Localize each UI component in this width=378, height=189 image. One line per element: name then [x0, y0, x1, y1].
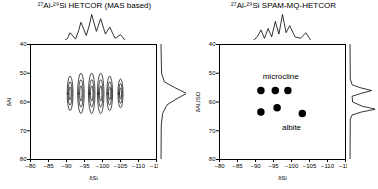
html-text:²⁷Al-²⁹Si HETCOR (MAS based): ²⁷Al-²⁹Si HETCOR (MAS based)	[37, 1, 152, 10]
svg-text:−80: −80	[25, 163, 36, 169]
svg-text:−80: −80	[214, 163, 225, 169]
svg-text:−100: −100	[285, 163, 299, 169]
svg-text:40: 40	[20, 41, 27, 47]
svg-text:−115: −115	[339, 162, 352, 169]
svg-text:50: 50	[209, 70, 216, 76]
svg-text:80: 80	[209, 156, 216, 162]
svg-text:70: 70	[209, 128, 216, 134]
svg-text:80: 80	[20, 156, 27, 162]
svg-text:microcline: microcline	[263, 72, 300, 81]
svg-text:−90: −90	[61, 163, 72, 169]
svg-text:50: 50	[20, 70, 27, 76]
svg-text:70: 70	[20, 128, 27, 134]
svg-text:−95: −95	[79, 163, 90, 169]
svg-text:δAl: δAl	[6, 98, 12, 107]
svg-text:albite: albite	[282, 123, 302, 132]
svg-text:−90: −90	[250, 163, 261, 169]
html-text:²⁷Al-²⁹Si SPAM-MQ-HETCOR: ²⁷Al-²⁹Si SPAM-MQ-HETCOR	[231, 1, 336, 10]
svg-text:40: 40	[209, 41, 216, 47]
svg-text:−105: −105	[114, 163, 128, 169]
svg-text:−110: −110	[321, 163, 335, 169]
svg-text:−85: −85	[232, 163, 243, 169]
svg-text:δSi: δSi	[278, 175, 287, 181]
svg-text:−115: −115	[150, 162, 163, 169]
svg-text:−110: −110	[132, 163, 146, 169]
svg-text:−85: −85	[43, 163, 54, 169]
svg-text:δAl,ISO: δAl,ISO	[195, 91, 201, 112]
svg-text:−105: −105	[303, 163, 317, 169]
svg-text:−100: −100	[96, 163, 110, 169]
svg-text:−95: −95	[268, 163, 279, 169]
svg-text:60: 60	[209, 99, 216, 105]
svg-text:60: 60	[20, 99, 27, 105]
svg-text:δSi: δSi	[89, 175, 98, 181]
